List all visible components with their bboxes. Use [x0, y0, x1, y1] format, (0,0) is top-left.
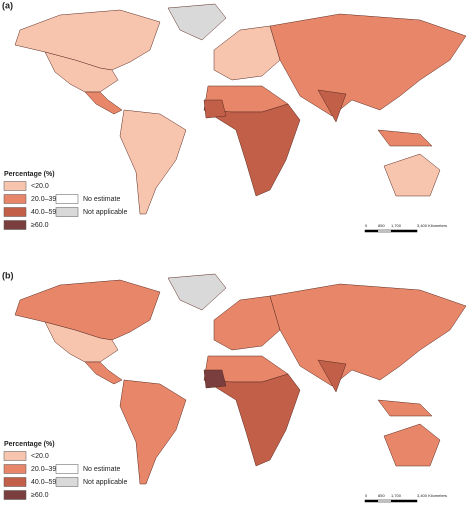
panel-label: (a) [2, 0, 13, 10]
scale-bar [391, 230, 417, 232]
scale-bar [365, 500, 378, 502]
country-region [377, 399, 433, 417]
country-region [383, 423, 441, 467]
map-panel: (a) Percentage (%) <20.0 20.0–39.9 40.0–59.9… [2, 0, 467, 233]
country-region [167, 3, 227, 41]
country-region [44, 321, 119, 363]
country-region [269, 283, 467, 387]
legend-label: ≥60.0 [31, 492, 49, 499]
country-region [14, 279, 161, 341]
legend-swatch [55, 207, 79, 217]
country-region [213, 25, 281, 81]
legend-title: Percentage (%) [4, 441, 55, 448]
legend-title: Percentage (%) [4, 171, 55, 178]
legend-swatch [3, 490, 27, 500]
scale-label: 3,400 Kilometers [417, 493, 447, 498]
legend-label: 40.0–59.9 [31, 479, 62, 486]
legend-label: Not applicable [83, 479, 127, 486]
scale-label: 0 [365, 223, 368, 228]
scale-label: 1,700 [391, 223, 402, 228]
country-region [203, 369, 227, 389]
scale-label: 850 [378, 223, 385, 228]
legend-label: Not applicable [83, 209, 127, 216]
legend-label: <20.0 [31, 183, 49, 190]
scale-label: 1,700 [391, 493, 402, 498]
legend-label: 20.0–39.9 [31, 196, 62, 203]
country-region [44, 51, 119, 93]
country-region [269, 13, 467, 117]
legend-swatch [3, 220, 27, 230]
scale-bar [365, 230, 378, 232]
country-region [119, 109, 187, 215]
legend-swatch [55, 477, 79, 487]
panel-label: (b) [2, 270, 14, 280]
legend-label: No estimate [83, 466, 120, 473]
map-panel: (b) Percentage (%) <20.0 20.0–39.9 40.0–59.9… [2, 270, 467, 503]
scale-label: 0 [365, 493, 368, 498]
country-region [14, 9, 161, 71]
country-region [119, 379, 187, 485]
country-region [203, 103, 301, 197]
legend-swatch [55, 464, 79, 474]
legend-swatch [3, 477, 27, 487]
country-region [383, 153, 441, 197]
scale-bar [391, 500, 417, 502]
country-region [213, 295, 281, 351]
legend-swatch [3, 181, 27, 191]
legend-label: <20.0 [31, 453, 49, 460]
country-region [167, 273, 227, 311]
legend-label: 40.0–59.9 [31, 209, 62, 216]
scale-label: 850 [378, 493, 385, 498]
legend-label: 20.0–39.9 [31, 466, 62, 473]
country-region [377, 129, 433, 147]
country-region [317, 89, 347, 123]
legend-label: ≥60.0 [31, 222, 49, 229]
country-region [84, 91, 123, 115]
country-region [203, 373, 301, 467]
country-region [84, 361, 123, 385]
legend-swatch [55, 194, 79, 204]
legend-swatch [3, 207, 27, 217]
legend-swatch [3, 194, 27, 204]
country-region [317, 359, 347, 393]
legend-swatch [3, 464, 27, 474]
scale-label: 3,400 Kilometers [417, 223, 447, 228]
legend-label: No estimate [83, 196, 120, 203]
legend-swatch [3, 451, 27, 461]
country-region [203, 99, 227, 119]
